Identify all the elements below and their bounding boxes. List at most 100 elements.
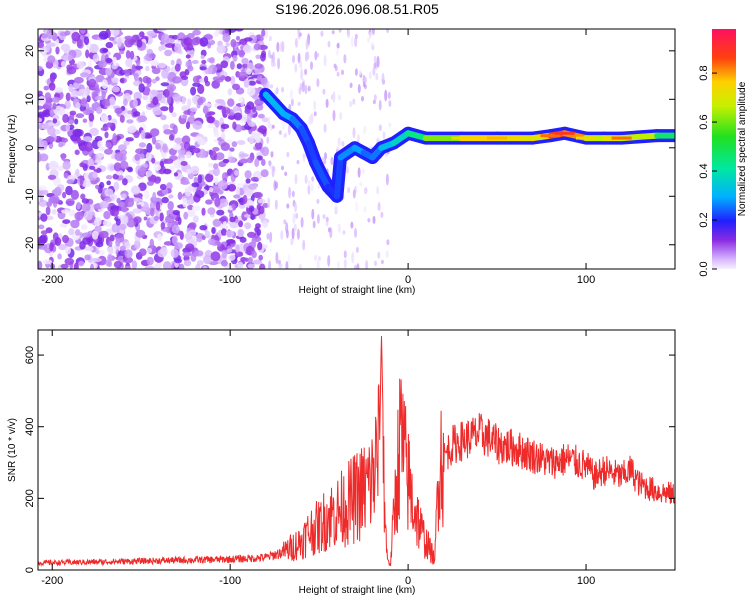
noise-blob	[38, 105, 44, 110]
noise-blob	[281, 86, 285, 93]
noise-blob	[191, 182, 200, 188]
noise-blob	[66, 179, 75, 185]
noise-blob	[230, 39, 237, 48]
noise-blob	[84, 141, 93, 152]
noise-blob	[361, 168, 365, 175]
noise-blob	[216, 209, 225, 216]
noise-blob	[127, 125, 137, 134]
noise-blob	[242, 44, 252, 54]
noise-blob	[213, 166, 220, 177]
noise-blob	[65, 198, 75, 207]
noise-blob	[119, 78, 125, 84]
noise-blob	[47, 174, 57, 180]
noise-blob	[304, 68, 308, 76]
noise-blob	[108, 84, 113, 91]
noise-blob	[254, 63, 264, 69]
noise-blob	[387, 91, 391, 99]
noise-blob	[336, 42, 340, 49]
noise-blob	[254, 158, 260, 168]
noise-blob	[353, 264, 357, 269]
noise-blob	[267, 116, 271, 129]
noise-blob	[54, 87, 64, 93]
noise-blob	[162, 261, 172, 269]
noise-blob	[199, 37, 209, 47]
noise-blob	[190, 86, 197, 96]
noise-blob	[51, 208, 57, 215]
noise-blob	[121, 205, 128, 213]
noise-blob	[128, 197, 134, 202]
noise-blob	[188, 222, 197, 230]
noise-blob	[137, 115, 148, 123]
noise-blob	[81, 179, 92, 188]
snr-background	[38, 330, 675, 570]
noise-blob	[235, 71, 241, 78]
noise-blob	[336, 260, 340, 269]
noise-blob	[354, 36, 358, 48]
noise-blob	[248, 80, 256, 86]
colorbar: 0.0 0.2 0.4 0.6 0.8 Normalized spectral ampl…	[698, 29, 748, 277]
noise-blob	[114, 152, 124, 162]
noise-blob	[183, 110, 192, 115]
noise-blob	[260, 52, 266, 62]
noise-blob	[350, 36, 354, 48]
x-tick-label: 100	[577, 575, 595, 587]
noise-blob	[88, 246, 94, 252]
noise-blob	[224, 76, 232, 82]
colorbar-label: Normalized spectral amplitude	[737, 81, 748, 216]
noise-blob	[192, 120, 203, 130]
noise-blob	[134, 153, 141, 161]
noise-blob	[170, 59, 175, 66]
noise-blob	[302, 239, 306, 251]
noise-blob	[81, 203, 91, 213]
noise-blob	[372, 215, 376, 224]
noise-blob	[327, 255, 331, 267]
noise-blob	[80, 72, 89, 78]
noise-blob	[384, 89, 388, 102]
noise-blob	[82, 136, 93, 142]
noise-blob	[231, 141, 238, 148]
noise-blob	[257, 113, 265, 119]
noise-blob	[374, 260, 377, 266]
noise-blob	[254, 132, 262, 137]
noise-blob	[207, 42, 212, 49]
noise-blob	[160, 114, 167, 121]
noise-blob	[253, 43, 262, 51]
noise-blob	[140, 129, 146, 140]
noise-blob	[137, 204, 142, 209]
noise-blob	[255, 54, 261, 60]
noise-blob	[174, 63, 181, 72]
noise-blob	[80, 29, 86, 34]
noise-blob	[378, 100, 382, 111]
noise-blob	[160, 222, 166, 230]
noise-blob	[116, 197, 121, 204]
noise-blob	[173, 172, 179, 177]
noise-blob	[331, 30, 335, 35]
noise-blob	[160, 82, 170, 87]
noise-blob	[50, 74, 56, 83]
noise-blob	[339, 112, 343, 121]
noise-blob	[150, 90, 159, 96]
noise-blob	[146, 247, 153, 253]
noise-blob	[228, 254, 236, 261]
noise-blob	[74, 118, 79, 125]
noise-blob	[42, 259, 53, 265]
noise-blob	[100, 115, 109, 123]
noise-blob	[82, 118, 88, 123]
noise-blob	[235, 244, 240, 253]
noise-blob	[70, 219, 80, 229]
noise-blob	[135, 148, 145, 155]
noise-blob	[286, 151, 290, 158]
noise-blob	[260, 169, 269, 178]
noise-blob	[185, 243, 195, 252]
noise-blob	[242, 194, 248, 204]
noise-blob	[327, 40, 331, 48]
noise-blob	[171, 76, 182, 84]
noise-blob	[138, 142, 146, 148]
noise-blob	[213, 163, 219, 170]
noise-blob	[189, 107, 198, 112]
noise-blob	[266, 232, 270, 240]
noise-blob	[139, 153, 145, 160]
noise-blob	[335, 48, 339, 56]
noise-blob	[213, 131, 220, 138]
noise-blob	[297, 52, 301, 64]
